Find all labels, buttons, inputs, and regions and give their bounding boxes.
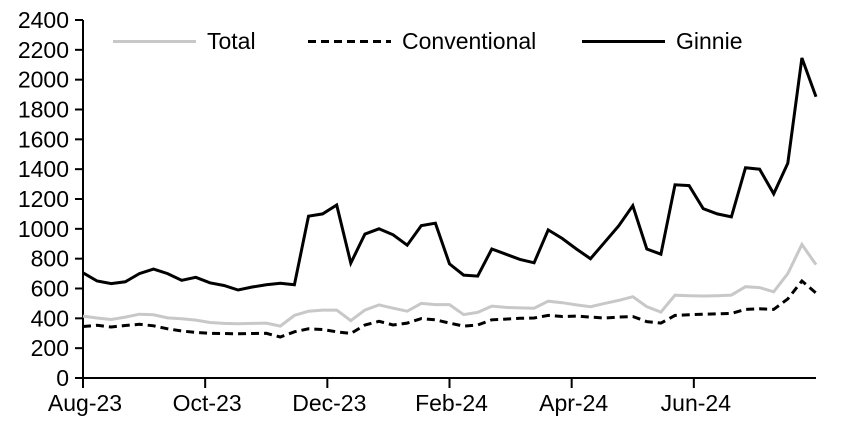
y-tick-label: 1400 bbox=[18, 156, 69, 182]
y-tick-label: 1000 bbox=[18, 216, 69, 242]
x-tick-label: Jun-24 bbox=[661, 390, 732, 416]
y-tick-label: 2200 bbox=[18, 37, 69, 63]
legend-item-total: Total bbox=[113, 27, 256, 55]
y-tick-label: 600 bbox=[31, 276, 69, 302]
conventional-line-swatch bbox=[308, 39, 391, 43]
y-tick-label: 200 bbox=[31, 335, 69, 361]
y-tick-label: 2000 bbox=[18, 67, 69, 93]
y-tick-label: 0 bbox=[56, 365, 69, 391]
y-tick-label: 1800 bbox=[18, 97, 69, 123]
x-tick-label: Dec-23 bbox=[292, 390, 366, 416]
series-line-conventional bbox=[82, 278, 817, 339]
legend-label-total: Total bbox=[207, 28, 256, 54]
series-line-total bbox=[82, 241, 818, 328]
ginnie-line-swatch bbox=[582, 39, 665, 43]
series-line-ginnie bbox=[82, 57, 818, 292]
legend-item-conventional: Conventional bbox=[308, 27, 536, 55]
y-tick-label: 1200 bbox=[18, 186, 69, 212]
total-line-swatch bbox=[113, 39, 196, 43]
legend-label-ginnie: Ginnie bbox=[676, 28, 743, 54]
x-tick-label: Aug-23 bbox=[48, 390, 122, 416]
y-tick-label: 1600 bbox=[18, 126, 69, 152]
x-tick-label: Oct-23 bbox=[173, 390, 242, 416]
y-tick-label: 800 bbox=[31, 246, 69, 272]
legend-item-ginnie: Ginnie bbox=[582, 27, 742, 55]
legend-label-conventional: Conventional bbox=[402, 28, 537, 54]
y-tick-label: 400 bbox=[31, 305, 69, 331]
x-tick-label: Apr-24 bbox=[539, 390, 608, 416]
x-tick-label: Feb-24 bbox=[415, 390, 488, 416]
y-tick-label: 2400 bbox=[18, 7, 69, 33]
